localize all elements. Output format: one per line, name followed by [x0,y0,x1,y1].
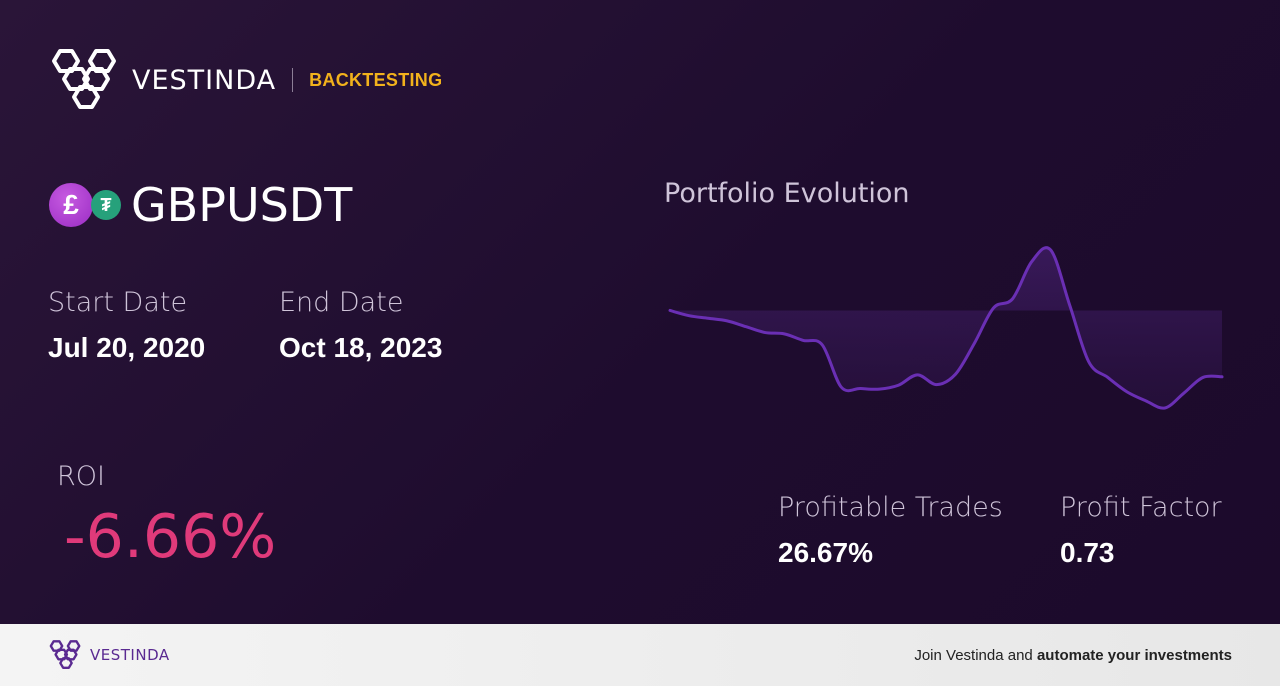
start-date-label: Start Date [48,287,188,318]
start-date-value: Jul 20, 2020 [48,332,206,363]
brand-name: VESTINDA [132,64,277,96]
chart-title: Portfolio Evolution [664,178,910,209]
pair-symbol: GBPUSDT [131,178,353,232]
brand-tag: BACKTESTING [309,69,443,90]
footer-brand[interactable]: VESTINDA [48,639,170,671]
pound-coin-icon: £ [49,183,93,227]
profitable-trades-value: 26.67% [778,537,873,568]
profit-factor-value: 0.73 [1060,537,1115,568]
backtest-card: VESTINDA BACKTESTING £ ₮ GBPUSDT Start D… [0,0,1280,624]
tether-coin-icon: ₮ [91,190,121,220]
brand-header: VESTINDA BACKTESTING [48,47,442,113]
chart-area-fill [670,247,1222,409]
trading-pair: £ ₮ GBPUSDT [49,178,352,232]
footer-cta[interactable]: Join Vestinda and automate your investme… [914,647,1232,664]
profitable-trades-label: Profitable Trades [778,492,1003,523]
end-date-value: Oct 18, 2023 [279,332,443,363]
brand-divider [292,68,294,92]
portfolio-evolution-chart [668,246,1224,410]
footer-bar: VESTINDA Join Vestinda and automate your… [0,624,1280,686]
footer-brand-name: VESTINDA [90,646,170,664]
vestinda-logo-icon [52,49,116,109]
vestinda-logo-icon [49,640,81,669]
footer-cta-bold: automate your investments [1036,646,1232,664]
profit-factor-label: Profit Factor [1060,492,1222,523]
roi-label: ROI [57,461,105,492]
footer-cta-prefix: Join Vestinda and [914,646,1037,664]
roi-value: -6.66% [64,502,277,572]
chart-series-line [668,246,1224,410]
end-date-label: End Date [279,287,404,318]
